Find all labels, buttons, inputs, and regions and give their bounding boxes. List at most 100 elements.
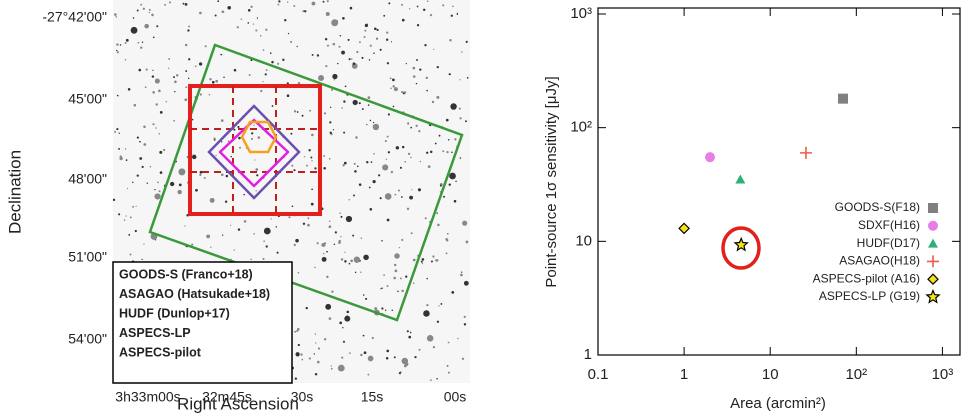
sky-source	[290, 132, 293, 135]
sky-source	[253, 124, 255, 126]
sky-source	[461, 51, 463, 53]
sky-source	[297, 271, 300, 274]
sky-source	[286, 1, 289, 3]
sky-source	[386, 135, 389, 138]
sky-source	[394, 193, 397, 196]
sky-source	[124, 148, 127, 150]
sky-source	[365, 123, 368, 126]
sky-source	[457, 337, 459, 340]
sky-source	[346, 310, 350, 314]
sky-source	[392, 105, 395, 108]
sky-source	[373, 52, 375, 54]
sky-source	[174, 80, 177, 84]
plot-frame	[597, 7, 961, 356]
sky-source	[372, 179, 376, 184]
sky-source	[199, 93, 202, 96]
sky-source	[436, 95, 440, 99]
sky-source	[341, 107, 343, 109]
sky-source	[311, 53, 314, 56]
sky-source	[358, 41, 361, 44]
sky-source	[210, 246, 212, 248]
sky-source	[381, 239, 383, 242]
sky-source	[314, 266, 316, 269]
sky-source	[461, 357, 465, 360]
sky-source	[344, 315, 351, 322]
sky-source	[437, 223, 440, 227]
sky-source	[349, 6, 353, 10]
sky-source	[307, 217, 310, 220]
sky-source	[384, 193, 392, 200]
sky-source	[136, 174, 139, 177]
sky-source	[159, 171, 163, 174]
sky-source	[284, 19, 287, 22]
sky-source	[364, 23, 368, 28]
sky-source	[221, 10, 225, 14]
sky-source	[401, 3, 403, 6]
sky-source	[294, 377, 298, 380]
sky-source	[129, 253, 132, 256]
sky-source	[154, 78, 160, 84]
sky-source	[407, 152, 411, 156]
sky-source	[390, 170, 394, 174]
sky-source	[118, 132, 120, 134]
sky-source	[240, 18, 243, 20]
sky-source	[461, 271, 463, 273]
sky-source	[339, 321, 343, 325]
sky-source	[199, 170, 203, 174]
sky-source	[364, 29, 367, 32]
sky-source	[421, 262, 424, 265]
sky-source	[465, 40, 468, 43]
sky-source	[325, 303, 332, 310]
sky-source	[116, 51, 119, 54]
sky-source	[293, 243, 296, 247]
sky-source	[424, 217, 427, 220]
ra-tick-label: 32m45s	[202, 389, 252, 405]
sky-source	[311, 133, 314, 137]
sky-source	[262, 49, 265, 51]
sky-source	[209, 197, 215, 203]
sky-source	[367, 355, 374, 362]
legend-marker	[928, 203, 938, 213]
sky-source	[296, 329, 299, 333]
sky-source	[465, 120, 467, 123]
point	[837, 93, 848, 104]
sky-source	[159, 110, 163, 114]
sky-source	[296, 111, 299, 113]
sky-source	[451, 151, 453, 154]
sky-source	[123, 219, 126, 221]
sky-source	[152, 69, 154, 71]
sky-source	[305, 306, 308, 310]
sky-source	[350, 259, 353, 263]
sky-source	[296, 45, 298, 48]
sky-source	[463, 323, 467, 326]
sky-source	[215, 154, 217, 157]
sky-source	[348, 199, 350, 201]
sky-source	[255, 168, 259, 171]
sky-source	[360, 353, 363, 357]
sky-source	[344, 251, 346, 253]
sky-source	[344, 260, 347, 263]
sky-source	[182, 2, 185, 5]
sky-source	[265, 245, 268, 248]
sky-source	[194, 65, 197, 68]
sky-source	[142, 7, 145, 10]
sky-source	[253, 233, 255, 235]
sky-source	[384, 309, 387, 312]
sky-source	[143, 143, 147, 146]
sky-source	[328, 317, 332, 320]
sky-source	[363, 35, 366, 39]
sky-source	[430, 379, 432, 382]
sky-source	[418, 130, 421, 133]
x-axis-title: Right Ascension	[177, 394, 299, 413]
sky-source	[426, 0, 429, 2]
sky-source	[321, 242, 326, 247]
ra-tick-label: 15s	[361, 389, 384, 405]
sky-source	[450, 103, 457, 110]
sky-source	[125, 159, 128, 161]
legend-marker	[928, 220, 938, 231]
sky-source	[383, 14, 386, 17]
sky-source	[330, 367, 333, 370]
sky-source	[367, 104, 370, 106]
highlight-ring	[721, 226, 761, 270]
sky-source	[401, 145, 405, 149]
